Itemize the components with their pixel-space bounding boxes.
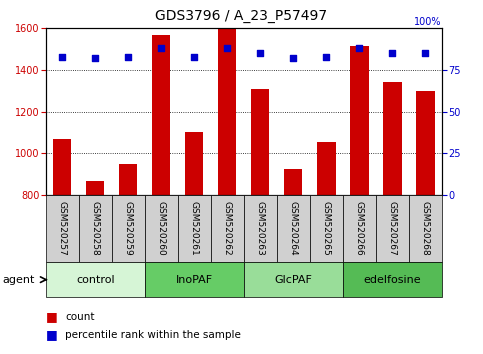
- Bar: [277, 195, 310, 262]
- Text: GSM520267: GSM520267: [388, 201, 397, 256]
- Bar: [244, 195, 277, 262]
- Bar: [251, 88, 270, 195]
- Bar: [178, 195, 211, 262]
- Bar: [185, 132, 203, 195]
- Point: [422, 51, 429, 56]
- Bar: [343, 195, 376, 262]
- Bar: [310, 195, 343, 262]
- Bar: [53, 139, 71, 195]
- Text: GSM520260: GSM520260: [157, 201, 166, 256]
- Point: [388, 51, 396, 56]
- Point: [125, 54, 132, 59]
- Point: [355, 45, 363, 51]
- Text: ■: ■: [46, 310, 57, 323]
- Text: percentile rank within the sample: percentile rank within the sample: [65, 330, 241, 339]
- Point: [190, 54, 198, 59]
- Bar: [79, 195, 112, 262]
- Bar: [244, 262, 343, 297]
- Bar: [152, 35, 170, 195]
- Text: GDS3796 / A_23_P57497: GDS3796 / A_23_P57497: [156, 9, 327, 23]
- Bar: [284, 169, 302, 195]
- Bar: [343, 262, 442, 297]
- Text: agent: agent: [2, 275, 35, 285]
- Point: [157, 45, 165, 51]
- Text: GSM520266: GSM520266: [355, 201, 364, 256]
- Text: edelfosine: edelfosine: [364, 275, 421, 285]
- Bar: [86, 181, 104, 195]
- Bar: [119, 164, 138, 195]
- Bar: [46, 262, 145, 297]
- Point: [289, 56, 297, 61]
- Bar: [350, 46, 369, 195]
- Text: 100%: 100%: [414, 17, 442, 27]
- Bar: [112, 195, 145, 262]
- Point: [91, 56, 99, 61]
- Point: [256, 51, 264, 56]
- Text: GSM520259: GSM520259: [124, 201, 133, 256]
- Bar: [145, 262, 244, 297]
- Text: GSM520257: GSM520257: [58, 201, 67, 256]
- Text: control: control: [76, 275, 114, 285]
- Text: GlcPAF: GlcPAF: [274, 275, 313, 285]
- Text: GSM520264: GSM520264: [289, 201, 298, 256]
- Text: InoPAF: InoPAF: [176, 275, 213, 285]
- Text: count: count: [65, 312, 95, 322]
- Text: GSM520265: GSM520265: [322, 201, 331, 256]
- Bar: [145, 195, 178, 262]
- Text: ■: ■: [46, 328, 57, 341]
- Point: [224, 45, 231, 51]
- Bar: [409, 195, 442, 262]
- Text: GSM520262: GSM520262: [223, 201, 232, 256]
- Bar: [211, 195, 244, 262]
- Bar: [46, 195, 79, 262]
- Text: GSM520263: GSM520263: [256, 201, 265, 256]
- Point: [58, 54, 66, 59]
- Bar: [416, 91, 435, 195]
- Bar: [376, 195, 409, 262]
- Text: GSM520268: GSM520268: [421, 201, 430, 256]
- Bar: [218, 28, 237, 195]
- Bar: [384, 82, 401, 195]
- Text: GSM520258: GSM520258: [91, 201, 100, 256]
- Point: [323, 54, 330, 59]
- Bar: [317, 142, 336, 195]
- Text: GSM520261: GSM520261: [190, 201, 199, 256]
